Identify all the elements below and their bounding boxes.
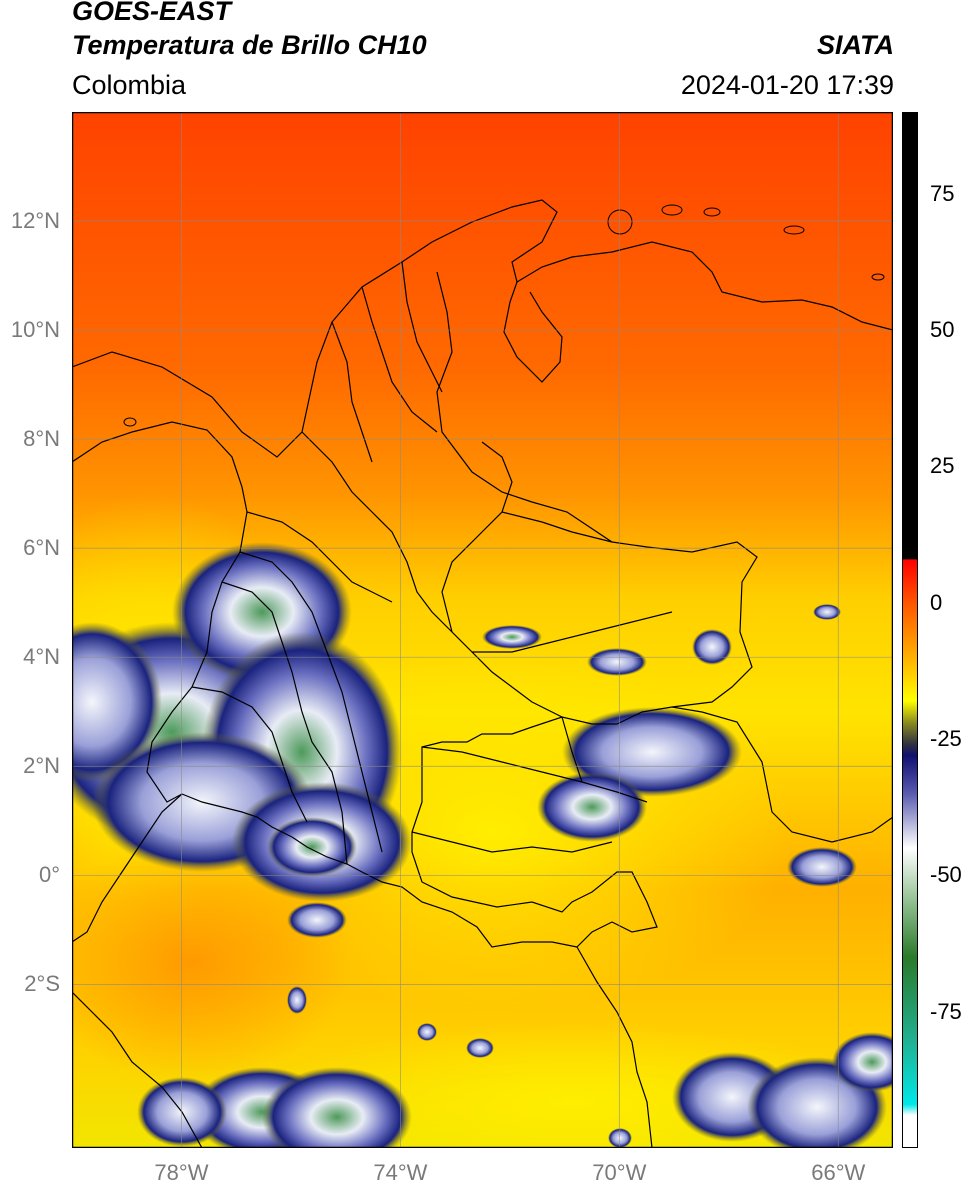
coastline-pacific: [72, 421, 248, 803]
colorbar-tick-label: 25: [930, 453, 955, 479]
brightness-temperature-map: [72, 112, 893, 1148]
colorbar-tick-label: -25: [930, 726, 962, 752]
cloud-cluster-ecuador: [287, 902, 347, 938]
region-label: Colombia: [72, 70, 187, 100]
island-east-2: [871, 273, 885, 281]
cloud-cluster-peru-b: [262, 1067, 412, 1148]
dept-border-12: [221, 581, 348, 865]
lat-tick-label: 6°N: [23, 535, 60, 561]
islands: [123, 204, 885, 427]
lat-tick-label: 2°N: [23, 753, 60, 779]
dept-border-6: [239, 551, 383, 853]
colorbar-tick-label: 50: [930, 317, 955, 343]
orange-haze-southwest: [72, 842, 352, 1082]
lon-tick-label: 78°W: [154, 1160, 209, 1185]
dept-border-7: [441, 441, 513, 633]
product-title: Temperatura de Brillo CH10: [72, 30, 427, 60]
coastline-caribbean: [72, 199, 893, 458]
lon-tick-label: 66°W: [811, 1160, 866, 1185]
brand-label: SIATA: [817, 30, 894, 60]
lat-tick-label: 8°N: [23, 426, 60, 452]
cloud-cluster-small-a: [287, 986, 307, 1014]
cloud-cluster-meta: [482, 625, 542, 649]
dept-border-9: [472, 611, 673, 653]
island-pacific: [123, 417, 137, 427]
colorbar-tick-label: 0: [930, 589, 943, 615]
cloud-cluster-brazil-south-c: [832, 1032, 893, 1092]
island-aruba: [607, 209, 633, 235]
cloud-cluster-venezuela: [692, 629, 732, 665]
lon-tick-label: 74°W: [373, 1160, 428, 1185]
lon-tick-label: 70°W: [592, 1160, 647, 1185]
dept-border-5: [246, 511, 393, 603]
borders: [72, 199, 893, 1148]
island-curacao: [661, 204, 683, 216]
island-east-1: [783, 225, 805, 235]
cloud-cluster-guaviare: [537, 772, 647, 842]
dept-border-14: [561, 716, 583, 783]
datetime-label: 2024-01-20 17:39: [680, 70, 894, 100]
lat-tick-label: 0°: [38, 862, 60, 888]
lat-tick-label: 4°N: [23, 644, 60, 670]
lat-tick-label: 12°N: [10, 208, 60, 234]
border-colombia-ecuador: [181, 793, 293, 838]
colorbar-tick-label: -75: [930, 998, 962, 1024]
border-colombia-venezuela: [436, 271, 758, 725]
border-ecuador-peru: [72, 793, 183, 943]
cloud-cluster-westcoast: [72, 622, 162, 782]
gulf-maracaibo: [503, 281, 563, 383]
colorbar-tick-label: -50: [930, 862, 962, 888]
island-bonaire: [703, 207, 721, 217]
border-peru-brazil: [576, 946, 653, 1148]
satellite-title: GOES-EAST: [72, 0, 232, 26]
cloud-cluster-small-b: [417, 1023, 437, 1041]
cloud-cluster-small-c: [466, 1038, 494, 1058]
dept-border-3: [401, 261, 443, 393]
border-colombia-brazil: [411, 716, 658, 948]
colorbar-frame: [902, 112, 918, 1148]
border-colombia-peru: [291, 836, 578, 948]
dept-border-4: [331, 321, 373, 463]
graticule: [72, 112, 893, 1148]
colorbar-fill: [902, 112, 918, 1148]
cloud-cluster-brazil-east: [787, 847, 857, 887]
dept-border-11: [411, 831, 613, 853]
map-frame: [72, 112, 893, 1148]
cloud-cluster-equator: [267, 817, 357, 877]
cloud-cluster-east-small: [813, 604, 841, 620]
lat-tick-label: 2°S: [24, 971, 60, 997]
dept-border-2: [361, 286, 438, 433]
coast-peru: [72, 991, 203, 1148]
lat-tick-label: 10°N: [10, 317, 60, 343]
cloud-cluster-orinoco: [587, 648, 647, 676]
colorbar: [902, 112, 918, 1148]
cloud-cluster-small-d: [608, 1128, 632, 1148]
colorbar-tick-label: 75: [930, 180, 955, 206]
dept-border-13: [191, 686, 308, 823]
dept-border-1: [301, 431, 563, 718]
dept-border-10: [421, 746, 648, 803]
cloud-clusters: [72, 542, 893, 1148]
dept-border-8: [501, 511, 613, 543]
border-brazil-venezuela: [671, 706, 893, 843]
